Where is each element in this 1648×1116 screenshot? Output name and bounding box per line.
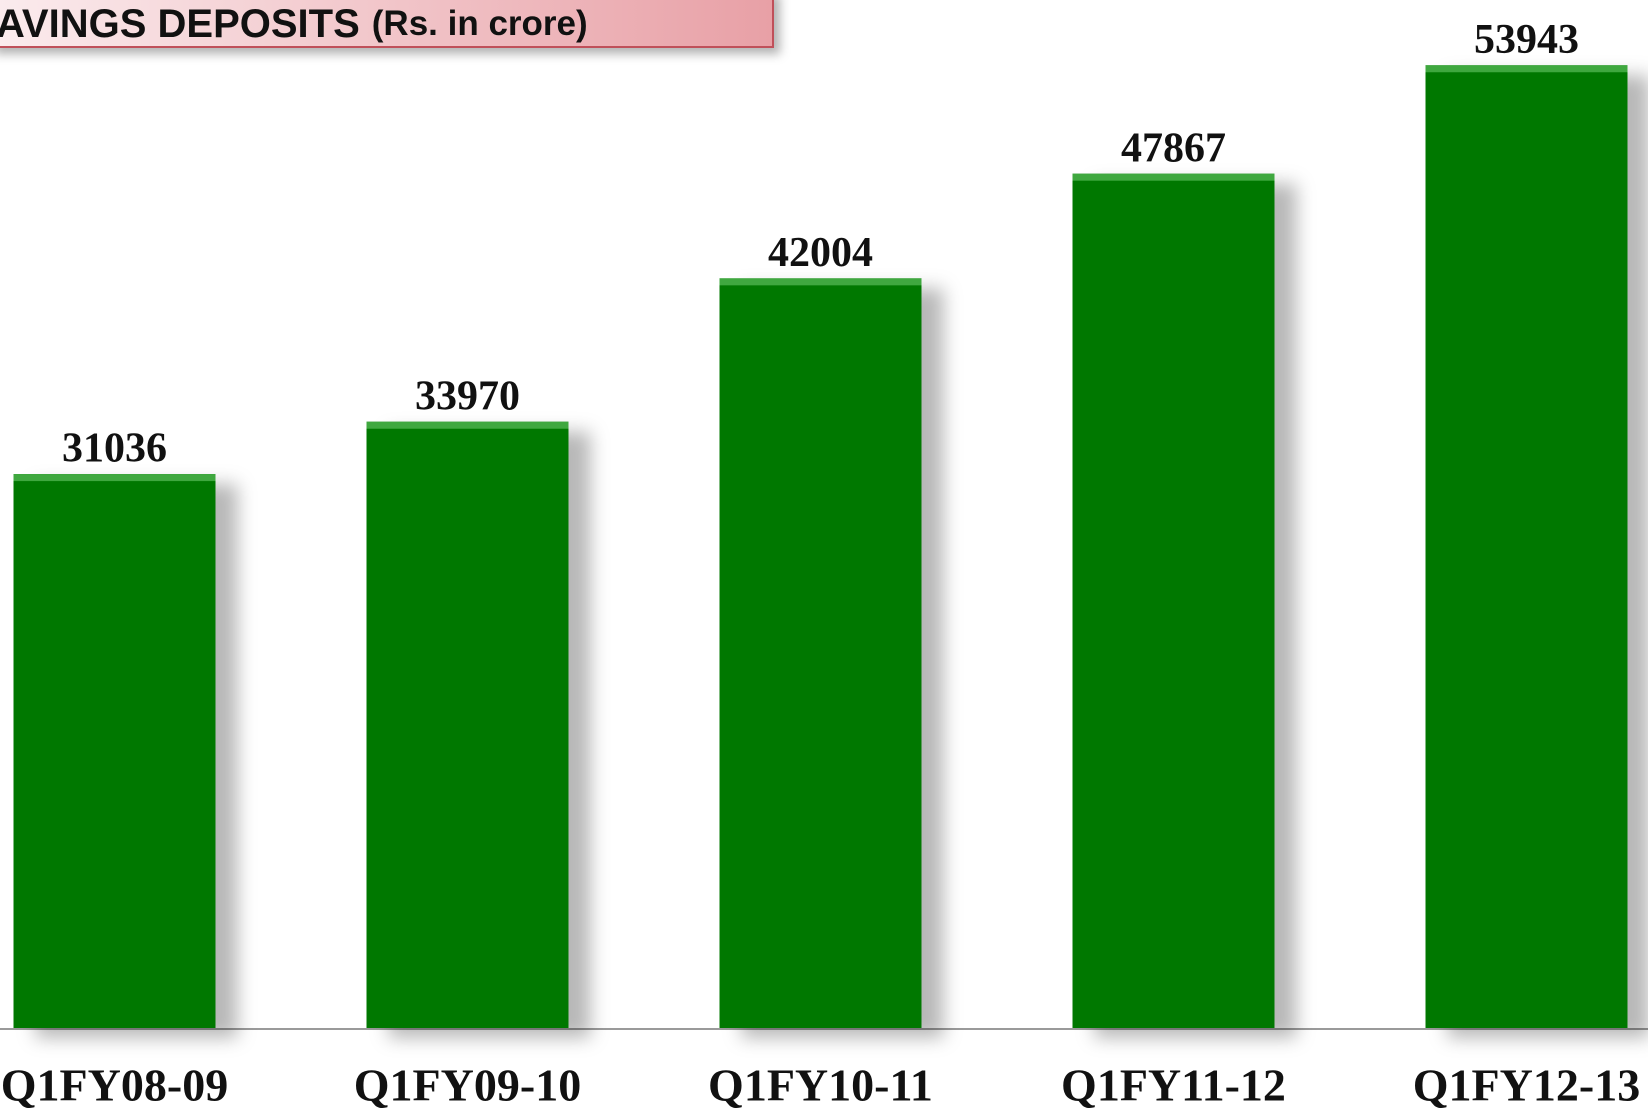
- chart-subtitle: (Rs. in crore): [372, 4, 588, 43]
- bar: [1425, 65, 1628, 1029]
- x-tick-label: Q1FY12-13: [1413, 1060, 1640, 1111]
- bar: [1072, 173, 1275, 1028]
- title-box: [0, 0, 774, 48]
- chart-title: AVINGS DEPOSITS: [0, 2, 360, 46]
- value-label: 53943: [1474, 17, 1579, 63]
- bar-highlight: [366, 421, 569, 429]
- bar-highlight: [13, 474, 216, 482]
- x-tick-label: Q1FY09-10: [354, 1060, 581, 1111]
- x-tick-label: Q1FY11-12: [1061, 1060, 1286, 1111]
- bar-highlight: [1425, 65, 1628, 73]
- bar-highlight: [1072, 173, 1275, 181]
- bar: [366, 421, 569, 1028]
- x-tick-label: Q1FY10-11: [708, 1060, 933, 1111]
- x-tick-label: Q1FY08-09: [1, 1060, 228, 1111]
- value-label: 33970: [415, 373, 520, 419]
- bar: [13, 474, 216, 1028]
- value-label: 47867: [1121, 125, 1226, 171]
- bar-highlight: [719, 278, 922, 286]
- value-label: 31036: [62, 426, 167, 472]
- value-label: 42004: [768, 230, 873, 276]
- chart-title-line: AVINGS DEPOSITS (Rs. in crore): [0, 2, 588, 46]
- bar: [719, 278, 922, 1028]
